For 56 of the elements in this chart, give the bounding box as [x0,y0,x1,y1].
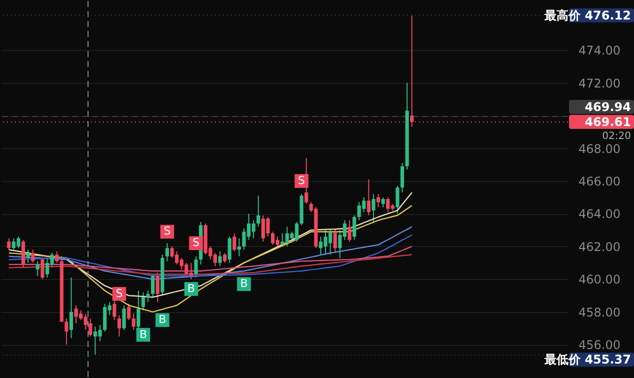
y-tick-label: 462.00 [578,240,620,254]
candlestick [348,220,352,242]
ref-line-label: 最低价 455.37 [544,352,631,367]
data-label: B [139,328,147,341]
candlestick [146,290,150,303]
ref-line-label: 469.94 [584,100,631,114]
candlestick [7,238,11,250]
candlestick [69,277,74,339]
candlestick [352,214,356,240]
candlestick [400,162,404,193]
candlestick [256,195,260,228]
data-label: B [240,277,248,290]
ref-line-label: 最高价 476.12 [544,8,631,22]
y-tick-label: 468.00 [578,142,620,156]
data-label: S [298,174,306,187]
y-tick-label: 472.00 [578,76,620,90]
candlestick [136,290,140,330]
candlestick [333,228,337,254]
candlestick [40,257,44,280]
candlestick [228,236,232,264]
candlestick [156,272,160,303]
candlestick [194,256,198,278]
candlestick [381,196,385,208]
candlestick [26,249,30,264]
y-tick-label: 474.00 [578,44,620,58]
candlestick [64,318,68,346]
candlestick [372,194,376,222]
candlestick [31,249,35,264]
candlestick [222,252,227,264]
data-label: S [192,236,200,250]
candlestick [232,232,236,252]
data-label: B [187,282,195,295]
ref-line-label: 469.61 [584,114,631,129]
data-label: S [164,224,171,238]
candlestick [366,178,370,216]
candlestick [127,303,131,321]
candlestick [117,314,122,337]
candlestick [132,313,136,330]
candlestick [396,185,400,214]
candlestick [151,274,155,298]
candlestick [376,194,380,208]
data-label: B [158,313,166,326]
candlestick [36,260,40,276]
candlestick [218,250,222,267]
y-tick-label: 466.00 [578,174,620,188]
y-tick-label: 456.00 [578,338,620,352]
data-label: S [116,286,123,300]
candlestick [55,250,59,264]
y-tick-label: 460.00 [578,272,620,287]
candlestick [141,292,146,311]
candlestick [165,242,169,262]
candlestick [122,304,126,330]
candlestick [21,239,26,268]
y-tick-label: 464.00 [578,207,620,222]
y-tick-label: 458.00 [578,305,620,320]
text: 02:20 [602,130,631,142]
